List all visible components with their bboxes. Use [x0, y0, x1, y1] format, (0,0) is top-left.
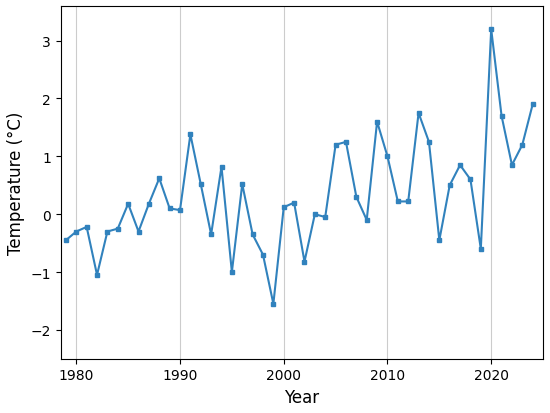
Y-axis label: Temperature (°C): Temperature (°C)	[7, 112, 25, 254]
X-axis label: Year: Year	[284, 388, 320, 406]
